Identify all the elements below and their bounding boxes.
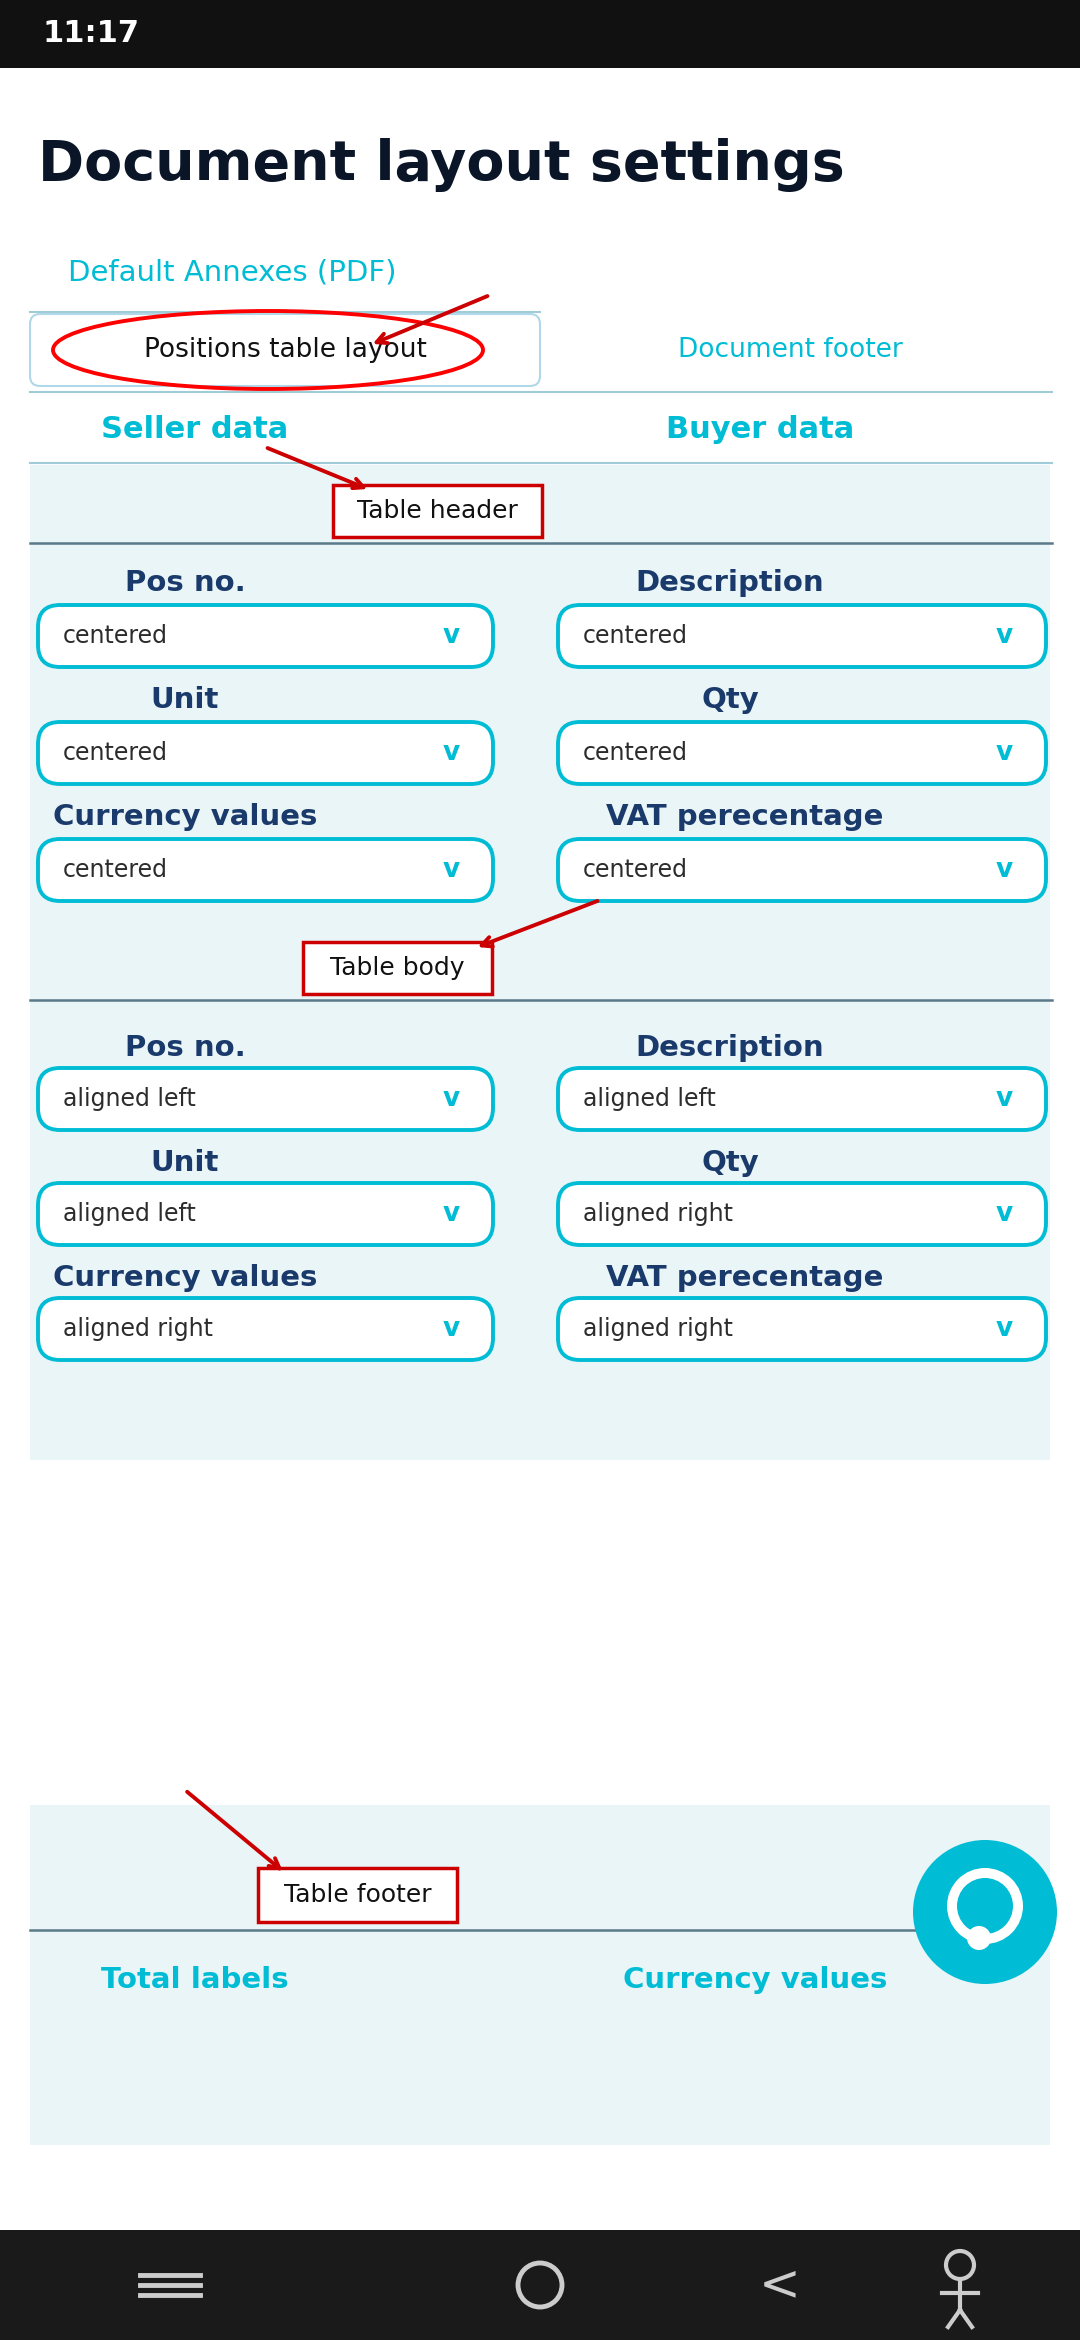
Text: Description: Description: [636, 569, 824, 597]
FancyBboxPatch shape: [558, 1067, 1047, 1130]
Text: Currency values: Currency values: [623, 1966, 887, 1994]
Text: Document footer: Document footer: [677, 337, 903, 363]
Text: v: v: [443, 1315, 460, 1343]
Text: Table body: Table body: [330, 957, 464, 980]
Text: aligned left: aligned left: [63, 1088, 195, 1112]
Text: Qty: Qty: [701, 1149, 759, 1177]
Text: centered: centered: [63, 742, 168, 765]
Text: v: v: [996, 1200, 1013, 1226]
Text: Currency values: Currency values: [53, 1264, 318, 1292]
Text: centered: centered: [63, 625, 168, 648]
Text: Qty: Qty: [701, 686, 759, 714]
Text: Unit: Unit: [151, 1149, 219, 1177]
FancyBboxPatch shape: [333, 484, 542, 536]
Text: Positions table layout: Positions table layout: [144, 337, 427, 363]
Bar: [30, 1804, 1050, 2146]
FancyBboxPatch shape: [38, 606, 492, 667]
FancyBboxPatch shape: [38, 1299, 492, 1360]
Circle shape: [957, 1879, 1013, 1933]
Text: Unit: Unit: [151, 686, 219, 714]
Bar: [0, 0, 1080, 68]
Text: Pos no.: Pos no.: [124, 569, 245, 597]
FancyBboxPatch shape: [38, 840, 492, 901]
Text: Document layout settings: Document layout settings: [38, 138, 845, 192]
Text: Table header: Table header: [357, 498, 518, 524]
Text: VAT perecentage: VAT perecentage: [606, 1264, 883, 1292]
Text: centered: centered: [583, 742, 688, 765]
Circle shape: [947, 1867, 1023, 1945]
Text: centered: centered: [583, 625, 688, 648]
Text: Default Annexes (PDF): Default Annexes (PDF): [68, 257, 396, 285]
Text: v: v: [996, 739, 1013, 765]
Text: Total labels: Total labels: [102, 1966, 288, 1994]
Bar: [30, 466, 1050, 959]
FancyBboxPatch shape: [558, 1299, 1047, 1360]
Text: v: v: [996, 856, 1013, 882]
Text: aligned left: aligned left: [63, 1203, 195, 1226]
Text: Buyer data: Buyer data: [666, 417, 854, 445]
FancyBboxPatch shape: [258, 1867, 457, 1921]
Text: v: v: [443, 1200, 460, 1226]
Text: aligned right: aligned right: [583, 1203, 733, 1226]
Text: centered: centered: [63, 859, 168, 882]
FancyBboxPatch shape: [558, 606, 1047, 667]
Text: <: <: [759, 2260, 801, 2310]
FancyBboxPatch shape: [38, 1184, 492, 1245]
FancyBboxPatch shape: [38, 723, 492, 784]
Bar: [0, 1460, 1080, 1720]
FancyBboxPatch shape: [558, 723, 1047, 784]
Text: 11:17: 11:17: [42, 19, 139, 49]
Text: Currency values: Currency values: [53, 803, 318, 831]
Circle shape: [967, 1926, 991, 1949]
FancyBboxPatch shape: [558, 1184, 1047, 1245]
Text: Seller data: Seller data: [102, 417, 288, 445]
Text: Description: Description: [636, 1034, 824, 1062]
FancyBboxPatch shape: [303, 943, 492, 994]
Text: Pos no.: Pos no.: [124, 1034, 245, 1062]
Text: aligned right: aligned right: [63, 1317, 213, 1341]
Text: v: v: [443, 739, 460, 765]
Text: v: v: [996, 1086, 1013, 1111]
FancyBboxPatch shape: [558, 840, 1047, 901]
Text: aligned left: aligned left: [583, 1088, 716, 1112]
Text: v: v: [996, 622, 1013, 648]
Circle shape: [913, 1839, 1057, 1984]
Bar: [0, 2230, 1080, 2340]
Bar: [30, 959, 1050, 1460]
Text: centered: centered: [583, 859, 688, 882]
Text: v: v: [443, 622, 460, 648]
Text: VAT perecentage: VAT perecentage: [606, 803, 883, 831]
FancyBboxPatch shape: [30, 314, 540, 386]
Text: v: v: [443, 856, 460, 882]
Text: Table footer: Table footer: [284, 1884, 431, 1907]
Text: aligned right: aligned right: [583, 1317, 733, 1341]
Text: v: v: [996, 1315, 1013, 1343]
Text: v: v: [443, 1086, 460, 1111]
FancyBboxPatch shape: [38, 1067, 492, 1130]
